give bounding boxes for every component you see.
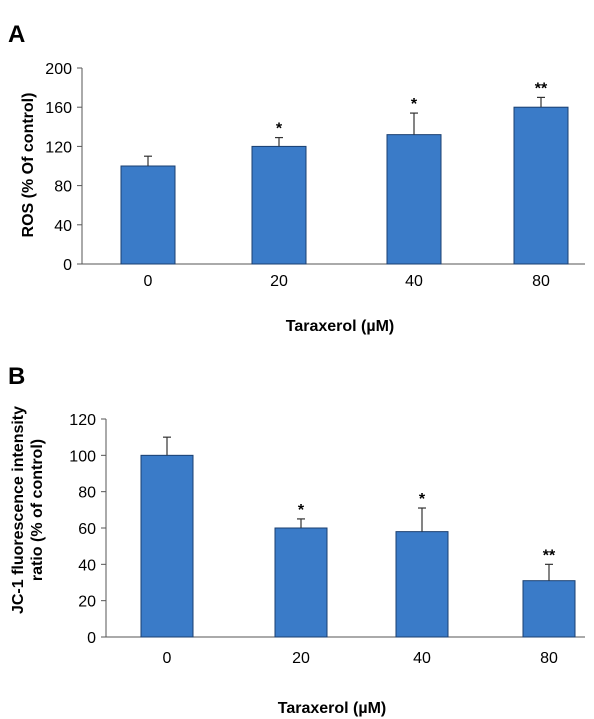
- panel-a-y-axis-title: ROS (% Of control): [20, 93, 37, 238]
- b-significance-label: *: [419, 491, 426, 508]
- b-y-tick-label: 60: [78, 521, 96, 538]
- a-significance-label: **: [535, 80, 548, 97]
- a-significance-label: *: [411, 96, 418, 113]
- a-x-tick-label: 40: [405, 273, 423, 290]
- b-y-tick-label: 40: [78, 557, 96, 574]
- a-y-tick-label: 80: [54, 179, 72, 196]
- panel-a-x-axis-title: Taraxerol (µM): [286, 318, 395, 335]
- panel-b-x-axis-title: Taraxerol (µM): [278, 700, 387, 717]
- a-y-tick-label: 40: [54, 218, 72, 235]
- b-y-tick-label: 100: [69, 448, 96, 465]
- b-x-tick-label: 80: [540, 650, 558, 667]
- a-bar: [513, 106, 569, 265]
- a-bar: [386, 134, 442, 265]
- b-bar: [522, 580, 576, 638]
- b-significance-label: **: [543, 547, 556, 564]
- a-bar: [120, 165, 176, 265]
- a-x-tick-label: 80: [532, 273, 550, 290]
- a-y-tick-label: 200: [45, 61, 72, 78]
- panel-a-chart: A ROS (% Of control) Taraxerol (µM) 0 40 8…: [8, 21, 585, 335]
- b-y-tick-label: 120: [69, 412, 96, 429]
- b-x-tick-label: 20: [292, 650, 310, 667]
- b-y-tick-label: 20: [78, 594, 96, 611]
- b-y-tick-label: 0: [87, 630, 96, 647]
- b-bar: [395, 531, 449, 638]
- panel-b-chart: B JC-1 fluorescence intensity ratio (% o…: [8, 363, 585, 717]
- b-x-tick-label: 0: [163, 650, 172, 667]
- panel-a-label: A: [8, 21, 25, 48]
- panel-b-y-axis-title-line-1: JC-1 fluorescence intensity: [10, 406, 27, 614]
- b-bar: [140, 454, 194, 638]
- a-bar: [251, 145, 307, 265]
- b-x-tick-label: 40: [413, 650, 431, 667]
- a-y-tick-label: 120: [45, 139, 72, 156]
- a-x-tick-label: 0: [144, 273, 153, 290]
- a-y-tick-label: 160: [45, 100, 72, 117]
- a-x-tick-label: 20: [270, 273, 288, 290]
- a-y-tick-label: 0: [63, 257, 72, 274]
- b-y-tick-label: 80: [78, 485, 96, 502]
- a-significance-label: *: [276, 121, 283, 138]
- panel-b-label: B: [8, 363, 25, 390]
- panel-b-y-axis-title-line-2: ratio (% of control): [29, 439, 46, 581]
- b-significance-label: *: [298, 502, 305, 519]
- b-bar: [274, 527, 328, 638]
